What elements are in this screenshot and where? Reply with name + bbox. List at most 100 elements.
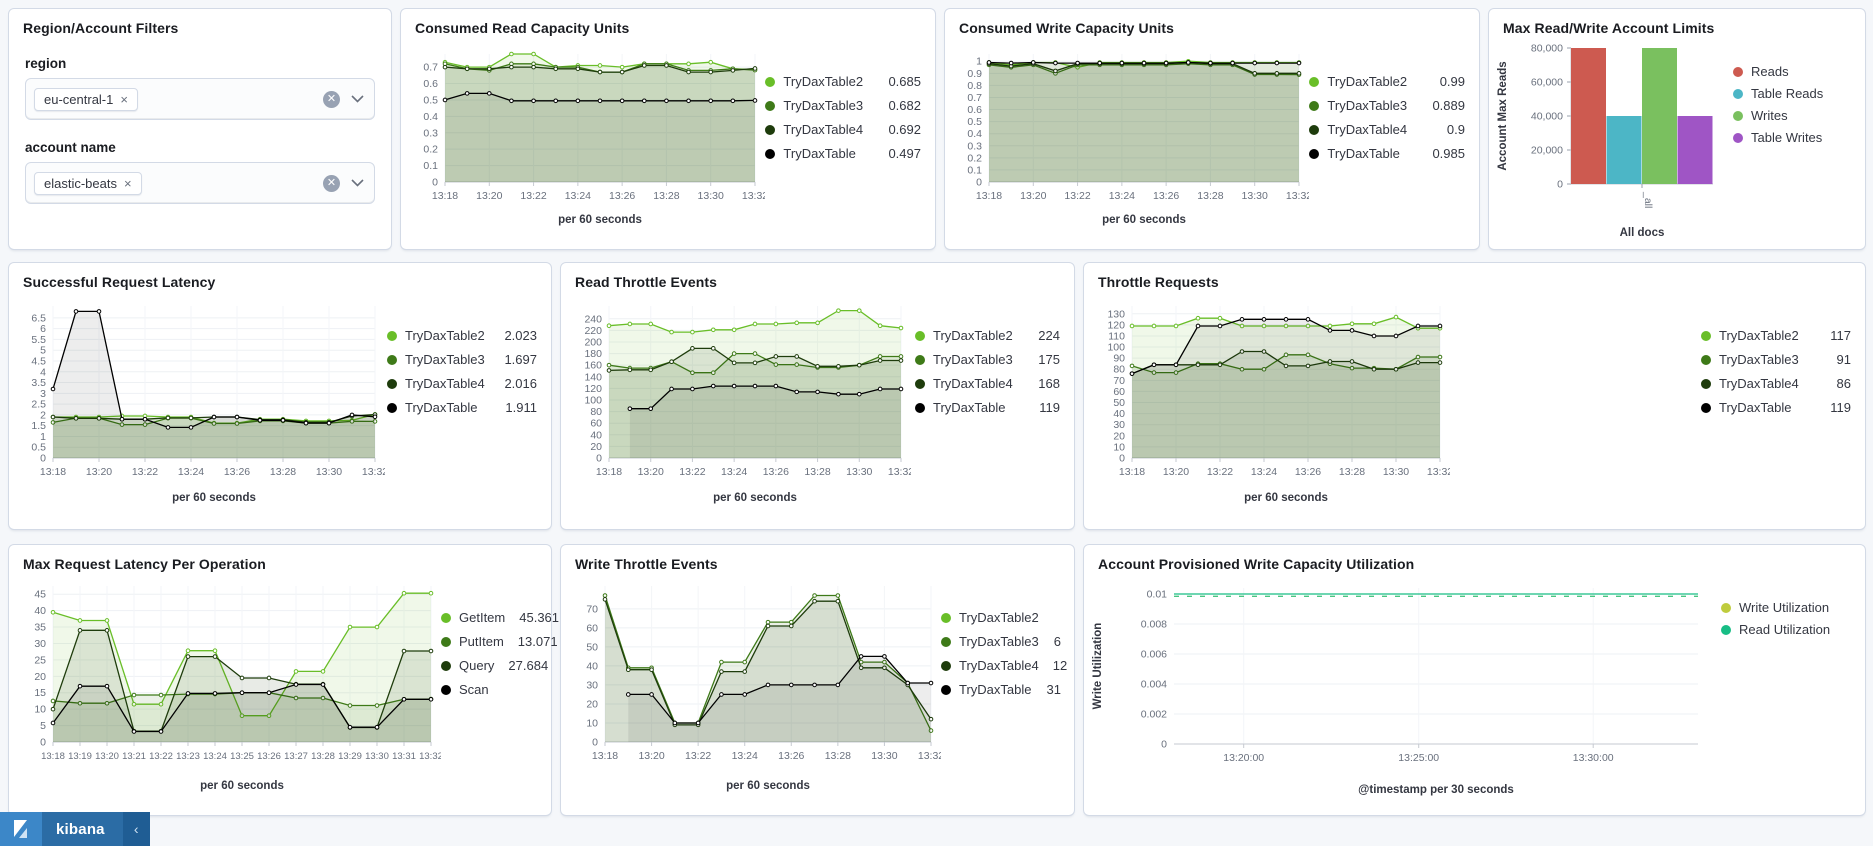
- legend-item[interactable]: TryDaxTable4 0.692: [765, 122, 921, 137]
- legend-item[interactable]: GetItem 45.361: [441, 610, 559, 625]
- panel-title[interactable]: Write Throttle Events: [575, 556, 718, 572]
- account-combobox[interactable]: elastic-beats × ✕: [25, 162, 375, 204]
- legend-item[interactable]: TryDaxTable 119: [915, 400, 1060, 415]
- svg-text:60,000: 60,000: [1531, 77, 1563, 89]
- svg-text:13:30: 13:30: [698, 190, 724, 202]
- legend-item[interactable]: TryDaxTable3 6: [941, 634, 1061, 649]
- svg-text:0: 0: [40, 737, 46, 749]
- throttle-requests-chart[interactable]: 0 10 20 30 40 50 60 70 80 90 100 110 120 130 13:18 13:2…: [1088, 292, 1453, 508]
- legend-item[interactable]: TryDaxTable 119: [1701, 400, 1851, 415]
- panel-title[interactable]: Throttle Requests: [1098, 274, 1219, 290]
- legend-item[interactable]: TryDaxTable4 86: [1701, 376, 1851, 391]
- legend-item[interactable]: Writes: [1733, 108, 1851, 123]
- legend-item[interactable]: TryDaxTable4 2.016: [387, 376, 537, 391]
- chevron-down-icon[interactable]: [351, 179, 364, 187]
- legend-item[interactable]: TryDaxTable3 175: [915, 352, 1060, 367]
- svg-text:13:22: 13:22: [132, 466, 158, 478]
- chevron-down-icon[interactable]: [351, 95, 364, 103]
- kibana-wordmark: kibana: [56, 820, 105, 838]
- collapse-sidebar-button[interactable]: ‹: [122, 812, 150, 846]
- svg-text:13:29: 13:29: [338, 751, 362, 762]
- svg-text:0: 0: [40, 453, 46, 465]
- legend-item[interactable]: Read Utilization: [1721, 622, 1851, 637]
- legend-series-dot-icon: [941, 684, 951, 695]
- legend-item[interactable]: TryDaxTable 0.497: [765, 146, 921, 161]
- chip-remove-icon[interactable]: ×: [123, 175, 132, 191]
- legend-series-value: 0.985: [1432, 146, 1465, 161]
- region-chip[interactable]: eu-central-1 ×: [34, 87, 138, 111]
- panel-title[interactable]: Consumed Read Capacity Units: [415, 20, 630, 36]
- panel-write-capacity-utilization: Account Provisioned Write Capacity Utili…: [1083, 544, 1866, 816]
- legend-item[interactable]: TryDaxTable2 117: [1701, 328, 1851, 343]
- svg-text:13:20: 13:20: [1163, 466, 1189, 478]
- legend-item[interactable]: Scan: [441, 682, 537, 697]
- legend-item[interactable]: TryDaxTable3 91: [1701, 352, 1851, 367]
- panel-title[interactable]: Max Read/Write Account Limits: [1503, 20, 1715, 36]
- consumed-read-chart[interactable]: 0 0.1 0.2 0.3 0.4 0.5 0.6 0.7 13:18 13:20 13:22 13:…: [405, 38, 768, 230]
- svg-text:13:30: 13:30: [871, 750, 897, 762]
- legend-item[interactable]: TryDaxTable3 1.697: [387, 352, 537, 367]
- legend-series-name: Table Reads: [1751, 86, 1824, 101]
- svg-text:1.5: 1.5: [31, 420, 46, 432]
- kibana-logo[interactable]: [0, 812, 42, 846]
- legend-series-name: TryDaxTable4: [1327, 122, 1408, 137]
- legend-item[interactable]: Query 27.684: [441, 658, 548, 673]
- svg-text:13:20: 13:20: [476, 190, 502, 202]
- legend-series-value: 27.684: [508, 658, 549, 673]
- request-latency-chart[interactable]: 0 0.5 1 1.5 2 2.5 3 3.5 4 4.5 5 5.5 6 6.5 13:18 13:20 13…: [13, 292, 388, 508]
- legend-item[interactable]: TryDaxTable2 0.99: [1309, 74, 1465, 89]
- svg-text:40: 40: [34, 605, 46, 617]
- legend-item[interactable]: TryDaxTable 0.985: [1309, 146, 1465, 161]
- svg-text:13:22: 13:22: [1064, 190, 1090, 202]
- max-latency-chart[interactable]: 0 5 10 15 20 25 30 35 40 45 13:18 13:19 13:20 13:21 13…: [13, 574, 443, 796]
- legend-item[interactable]: Table Reads: [1733, 86, 1851, 101]
- panel-title[interactable]: Read Throttle Events: [575, 274, 718, 290]
- panel-title[interactable]: Consumed Write Capacity Units: [959, 20, 1175, 36]
- chip-remove-icon[interactable]: ×: [120, 91, 128, 107]
- legend-item[interactable]: TryDaxTable2 224: [915, 328, 1060, 343]
- panel-title[interactable]: Region/Account Filters: [23, 20, 179, 36]
- svg-text:13:30:00: 13:30:00: [1573, 752, 1614, 764]
- account-chip[interactable]: elastic-beats ×: [34, 171, 142, 195]
- clear-selection-icon[interactable]: ✕: [323, 174, 340, 192]
- region-combobox[interactable]: eu-central-1 × ✕: [25, 78, 375, 120]
- legend-item[interactable]: TryDaxTable 31: [941, 682, 1061, 697]
- legend-series-dot-icon: [941, 612, 951, 623]
- legend-item[interactable]: TryDaxTable 1.911: [387, 400, 537, 415]
- legend-series-dot-icon: [765, 100, 776, 111]
- max-limits-bar-chart[interactable]: 0 20,000 40,000 60,000 80,000 _all All docs Acc…: [1493, 38, 1725, 242]
- kibana-navbar[interactable]: kibana ‹: [0, 812, 150, 846]
- svg-text:0.7: 0.7: [423, 62, 438, 74]
- consumed-write-chart[interactable]: 0 0.1 0.2 0.3 0.4 0.5 0.6 0.7 0.8 0.9 1 13:18 13:20 1…: [949, 38, 1312, 230]
- utilization-chart[interactable]: 0 0.002 0.004 0.006 0.008 0.01 13:20:00 13:25:0…: [1088, 574, 1708, 800]
- write-throttle-chart[interactable]: 0 10 20 30 40 50 60 70 13:18 13:20 13:22 13:24 13:26…: [565, 574, 944, 796]
- svg-text:13:19: 13:19: [68, 751, 92, 762]
- legend-item[interactable]: TryDaxTable4 0.9: [1309, 122, 1465, 137]
- legend-item[interactable]: TryDaxTable2: [941, 610, 1061, 625]
- svg-text:13:30: 13:30: [316, 466, 342, 478]
- svg-text:13:24: 13:24: [1109, 190, 1135, 202]
- legend-item[interactable]: Reads: [1733, 64, 1851, 79]
- svg-text:0: 0: [1557, 179, 1563, 191]
- svg-text:0.5: 0.5: [423, 94, 438, 106]
- read-throttle-chart[interactable]: 0 20 40 60 80 100 120 140 160 180 200 220 240 13:18 13…: [565, 292, 914, 508]
- legend-item[interactable]: TryDaxTable4 168: [915, 376, 1060, 391]
- legend-item[interactable]: TryDaxTable3 0.889: [1309, 98, 1465, 113]
- panel-title[interactable]: Max Request Latency Per Operation: [23, 556, 266, 572]
- legend-item[interactable]: TryDaxTable2 0.685: [765, 74, 921, 89]
- panel-title[interactable]: Account Provisioned Write Capacity Utili…: [1098, 556, 1415, 572]
- legend-item[interactable]: TryDaxTable3 0.682: [765, 98, 921, 113]
- legend-item[interactable]: TryDaxTable2 2.023: [387, 328, 537, 343]
- legend-series-value: 86: [1836, 376, 1851, 391]
- legend-series-value: 45.361: [519, 610, 560, 625]
- legend-item[interactable]: TryDaxTable4 12: [941, 658, 1067, 673]
- legend-item[interactable]: PutItem 13.071: [441, 634, 558, 649]
- legend-item[interactable]: Table Writes: [1733, 130, 1851, 145]
- legend-item[interactable]: Write Utilization: [1721, 600, 1851, 615]
- svg-text:13:32: 13:32: [918, 750, 941, 762]
- svg-text:0: 0: [1119, 453, 1125, 465]
- clear-selection-icon[interactable]: ✕: [323, 90, 340, 108]
- svg-text:0: 0: [592, 737, 598, 749]
- panel-title[interactable]: Successful Request Latency: [23, 274, 216, 290]
